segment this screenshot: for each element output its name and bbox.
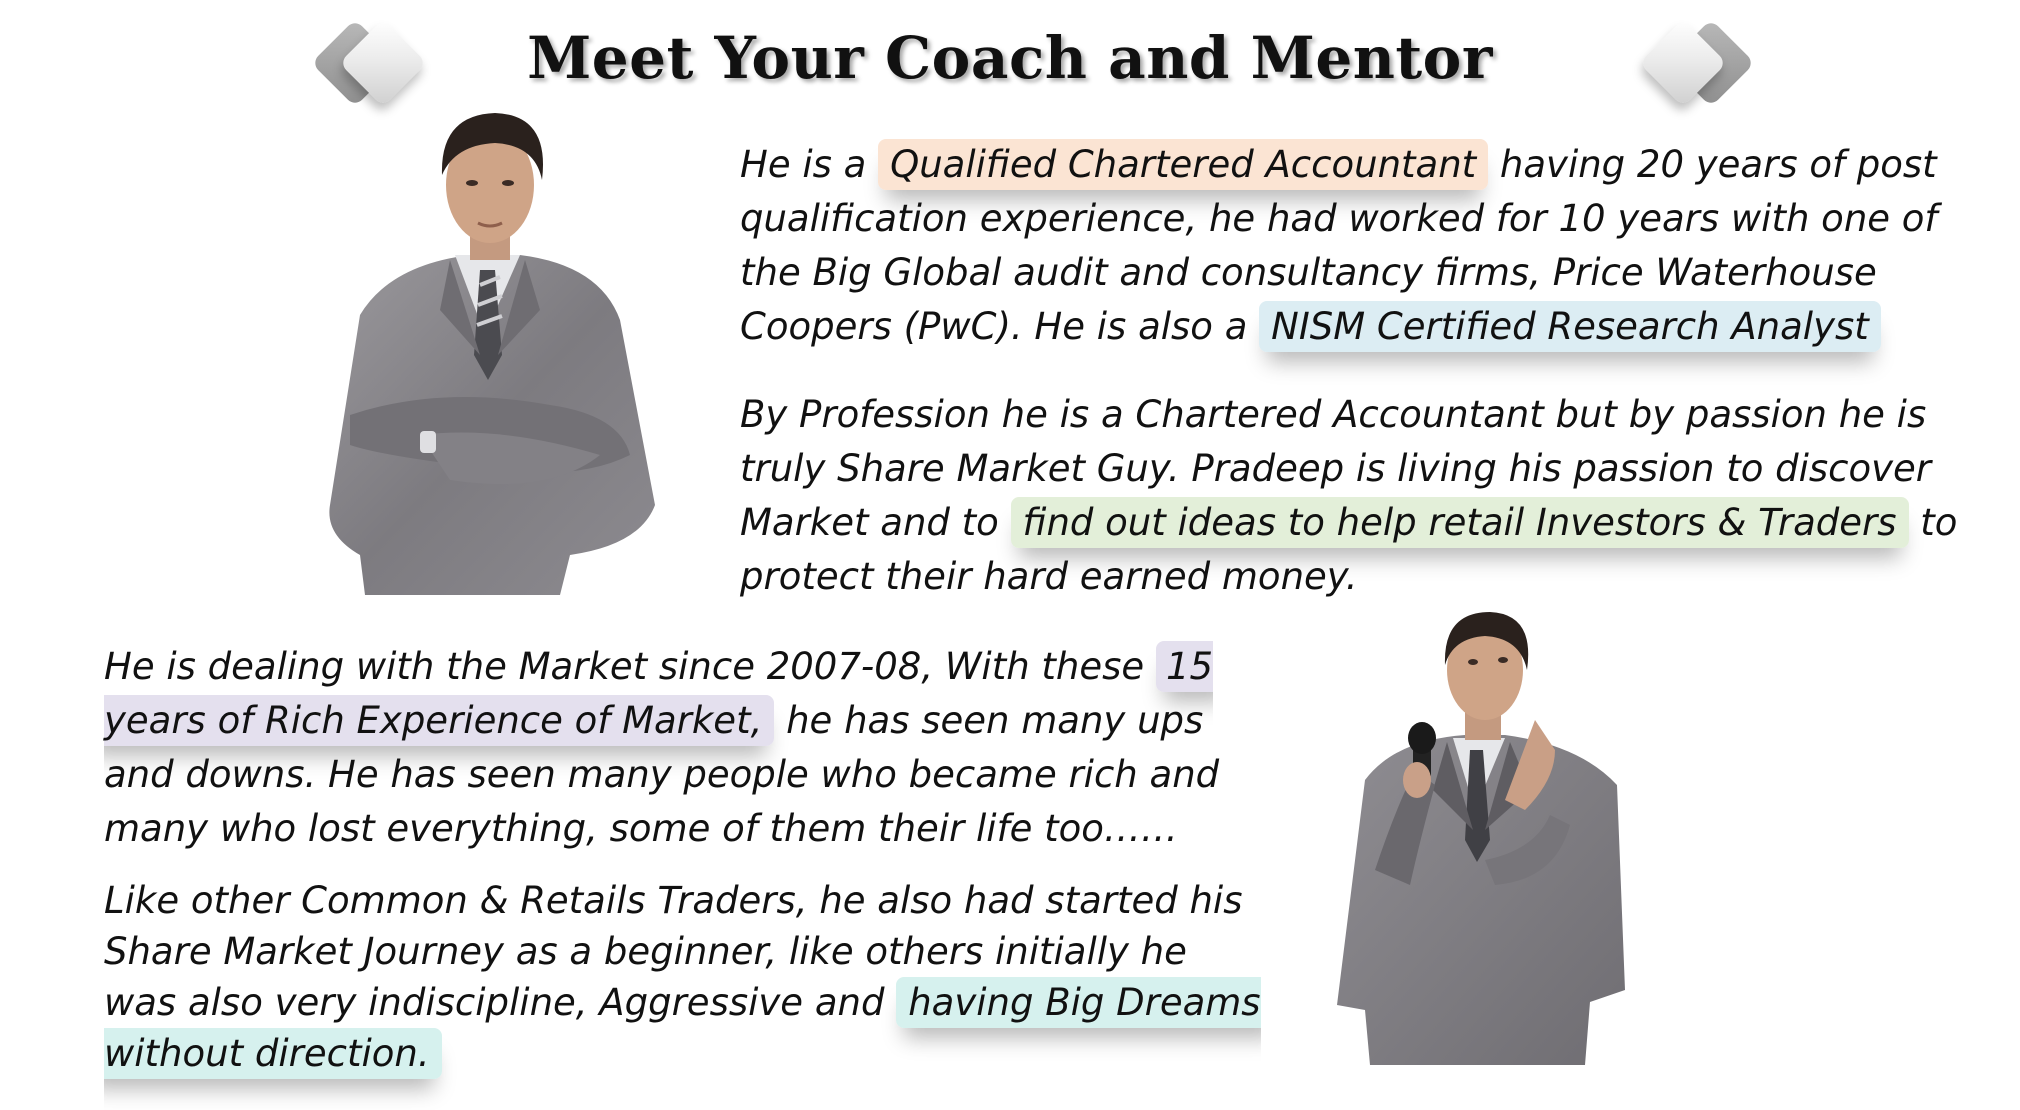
coach-photo-microphone xyxy=(1337,612,1625,1065)
paragraph-text: Like other Common & Retails Traders, he … xyxy=(104,879,1243,1024)
experience-paragraph: He is dealing with the Market since 2007… xyxy=(104,640,1254,856)
passion-paragraph: By Profession he is a Chartered Accounta… xyxy=(740,388,1980,604)
page-title: Meet Your Coach and Mentor xyxy=(527,24,1493,92)
highlight-certification: NISM Certified Research Analyst xyxy=(1259,301,1881,352)
paragraph-text: He is a xyxy=(740,143,879,186)
highlight-qualification: Qualified Chartered Accountant xyxy=(878,139,1489,190)
journey-paragraph: Like other Common & Retails Traders, he … xyxy=(104,875,1264,1079)
intro-paragraph: He is a Qualified Chartered Accountant h… xyxy=(740,138,1980,354)
highlight-mission: find out ideas to help retail Investors … xyxy=(1010,497,1909,548)
paragraph-text: By Profession he is a Chartered Accounta… xyxy=(740,393,1932,544)
diamond-icon xyxy=(1628,19,1758,120)
paragraph-text: He is dealing with the Market since 2007… xyxy=(104,645,1156,688)
paragraph-text: having 20 years of post qualification ex… xyxy=(740,143,1938,348)
paragraph-text: to protect their hard earned money. xyxy=(740,501,1958,598)
coach-photo xyxy=(329,113,655,595)
paragraph-text: he has seen many ups and downs. He has s… xyxy=(104,699,1220,850)
